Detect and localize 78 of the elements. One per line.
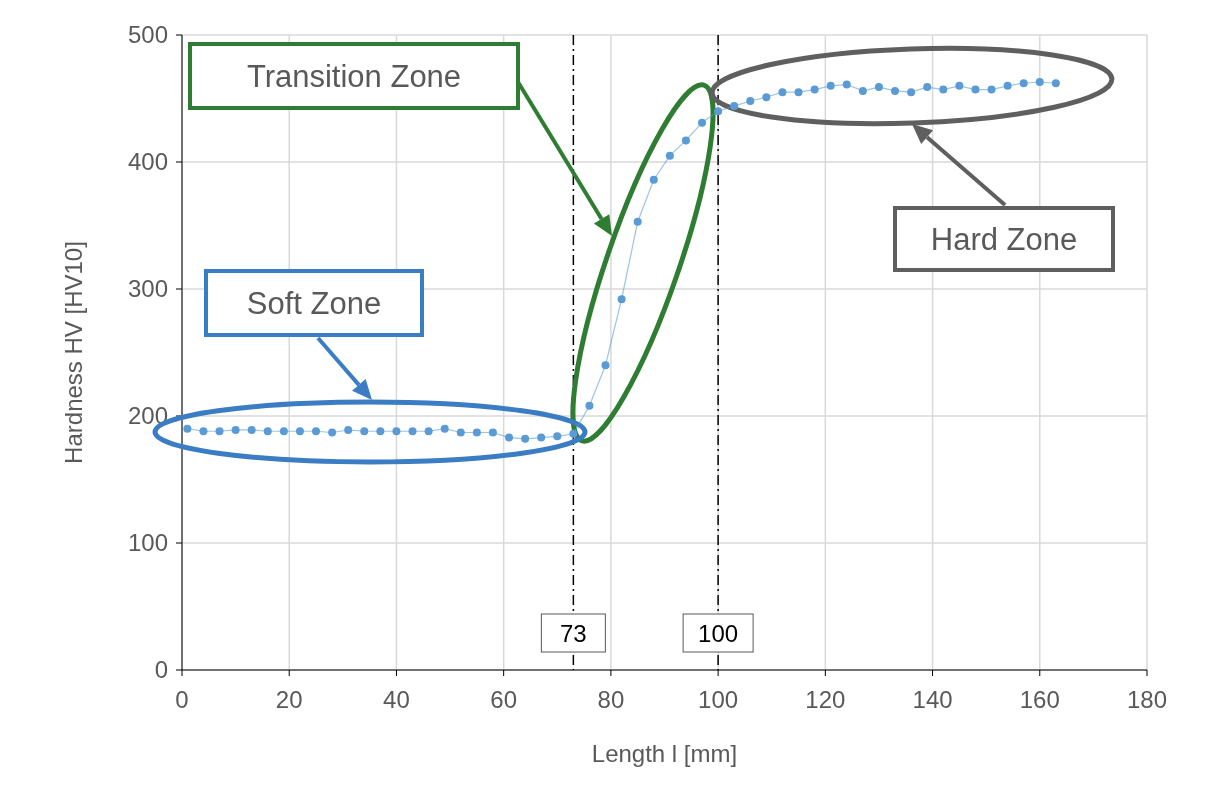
point [360, 427, 369, 436]
point [1019, 79, 1028, 88]
x-tick-label: 40 [383, 686, 410, 713]
point [730, 102, 739, 111]
point [537, 433, 546, 442]
x-tick-label: 160 [1019, 686, 1060, 713]
point [440, 424, 449, 433]
point [344, 425, 353, 434]
point [939, 85, 948, 94]
x-tick-label: 140 [912, 686, 953, 713]
point [456, 428, 465, 437]
point [392, 427, 401, 436]
point [183, 424, 192, 433]
y-tick-label: 400 [127, 148, 168, 175]
point [649, 175, 658, 184]
y-tick-label: 300 [127, 275, 168, 302]
point [247, 425, 256, 434]
annotation: Hard Zone [930, 222, 1078, 257]
point [295, 427, 304, 436]
point [376, 427, 385, 436]
point [488, 428, 497, 437]
point [328, 428, 337, 437]
point [263, 427, 272, 436]
y-tick-label: 0 [154, 656, 168, 683]
point [778, 88, 787, 97]
point [424, 427, 433, 436]
point [553, 432, 562, 441]
point [698, 118, 707, 127]
point [746, 97, 755, 106]
ref-line-label: 73 [560, 620, 587, 647]
annotation: Soft Zone [246, 286, 382, 321]
point [907, 88, 916, 97]
point [714, 107, 723, 116]
point [633, 217, 642, 226]
point [794, 88, 803, 97]
point [569, 429, 578, 438]
point [215, 427, 224, 436]
point [617, 295, 626, 304]
x-tick-label: 120 [805, 686, 846, 713]
point [987, 85, 996, 94]
y-tick-label: 500 [127, 21, 168, 48]
point [955, 81, 964, 90]
y-axis-title: Hardness HV [HV10] [60, 241, 87, 464]
point [279, 427, 288, 436]
point [585, 401, 594, 410]
x-tick-label: 0 [175, 686, 189, 713]
x-tick-label: 20 [275, 686, 303, 713]
point [810, 85, 819, 94]
point [505, 433, 514, 442]
point [874, 83, 883, 92]
point [1035, 77, 1044, 86]
point [521, 434, 530, 443]
x-tick-label: 180 [1126, 686, 1168, 713]
point [665, 151, 674, 160]
x-tick-label: 80 [597, 686, 625, 713]
point [971, 85, 980, 94]
point [312, 427, 321, 436]
point [231, 425, 240, 434]
annotation: Transition Zone [246, 59, 462, 94]
x-tick-label: 100 [698, 686, 739, 713]
point [762, 93, 771, 102]
y-tick-label: 100 [127, 529, 168, 556]
x-tick-label: 60 [490, 686, 518, 713]
point [891, 86, 900, 95]
ref-line-label: 100 [698, 620, 739, 647]
point [1003, 81, 1012, 90]
y-tick-label: 200 [127, 402, 168, 429]
point [199, 427, 208, 436]
point [408, 427, 417, 436]
point [1051, 79, 1060, 88]
x-axis-title: Length l [mm] [591, 740, 738, 767]
point [842, 80, 851, 89]
point [858, 86, 867, 95]
point [826, 81, 835, 90]
point [472, 428, 481, 437]
point [681, 136, 690, 145]
point [601, 361, 610, 370]
point [923, 83, 932, 92]
